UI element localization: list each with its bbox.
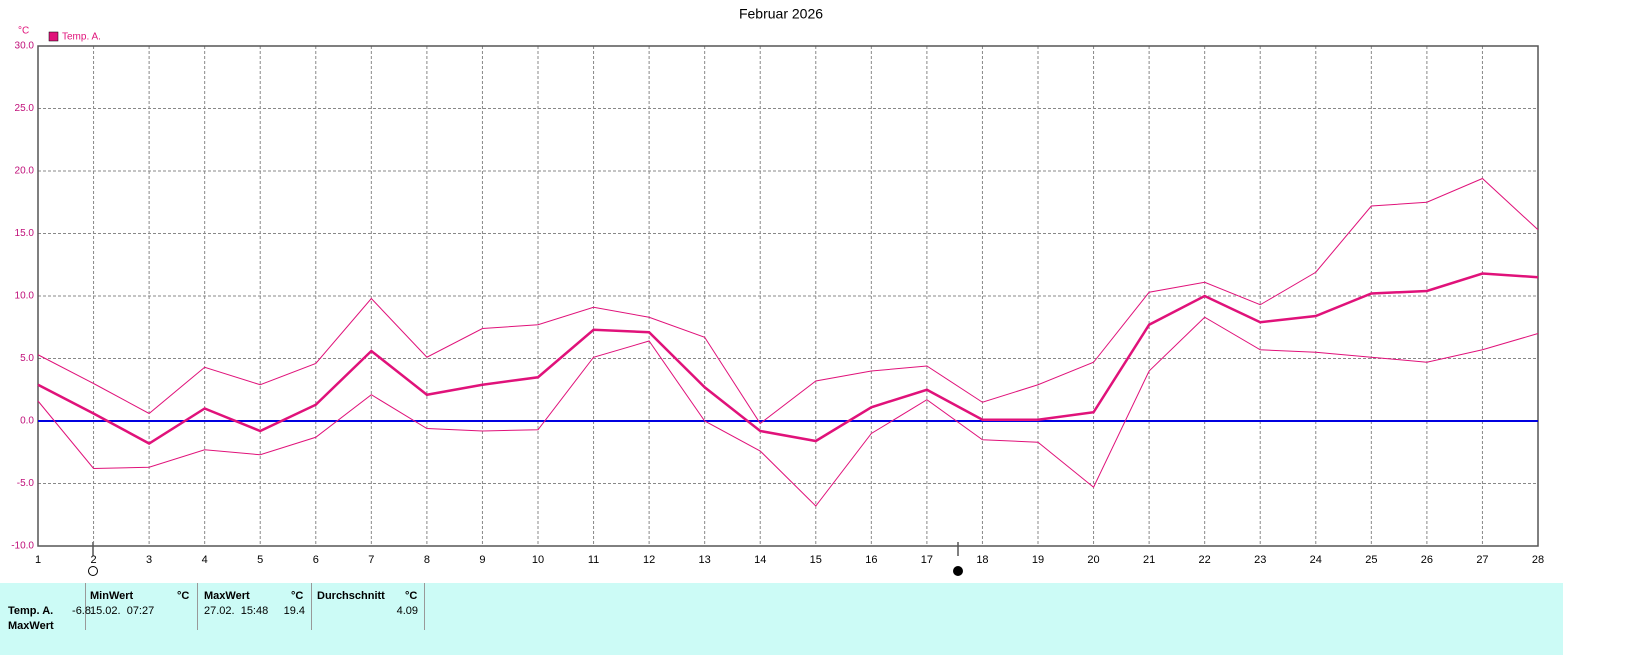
temp-line xyxy=(37,316,1539,507)
cell: 27.02. 15:48 xyxy=(204,605,269,617)
row-label: Temp. A. xyxy=(8,605,54,617)
x-tick-label: 25 xyxy=(1365,554,1377,566)
x-tick-label: 19 xyxy=(1032,554,1044,566)
chart: Februar 2026 °C Temp. A. -10.0 -5.0 0.0 5.0… xyxy=(11,6,1544,576)
x-tick-label: 7 xyxy=(368,554,374,566)
x-tick-label: 4 xyxy=(202,554,208,566)
cell: 19.4 xyxy=(283,605,305,617)
x-tick-label: 23 xyxy=(1254,554,1266,566)
y-tick-label: -5.0 xyxy=(17,478,35,489)
header: MaxWert xyxy=(204,590,250,602)
col-border xyxy=(85,583,86,630)
y-tick-label: 5.0 xyxy=(20,353,34,364)
x-tick-label: 13 xyxy=(699,554,711,566)
y-tick-label: 0.0 xyxy=(20,416,34,427)
stats-table: MinWert °C MaxWert °C Durchschnitt °C Te… xyxy=(0,583,1563,655)
x-tick-label: 16 xyxy=(865,554,877,566)
col-border xyxy=(311,583,312,630)
y-tick-label: 15.0 xyxy=(15,228,35,239)
header: °C xyxy=(291,590,304,602)
x-tick-label: 6 xyxy=(313,554,319,566)
header: °C xyxy=(405,590,418,602)
y-tick-label: 30.0 xyxy=(15,41,35,52)
header: Durchschnitt xyxy=(317,590,385,602)
y-tick-label: 20.0 xyxy=(15,166,35,177)
x-tick-label: 24 xyxy=(1310,554,1322,566)
col-border xyxy=(197,583,198,630)
x-tick-label: 20 xyxy=(1087,554,1099,566)
x-tick-label: 21 xyxy=(1143,554,1155,566)
cell: -6.8 xyxy=(72,605,91,617)
temp-line xyxy=(37,272,1539,445)
legend-swatch xyxy=(48,31,59,42)
temp-line xyxy=(37,177,1539,425)
x-tick-label: 15 xyxy=(810,554,822,566)
header: °C xyxy=(177,590,190,602)
x-tick-label: 27 xyxy=(1476,554,1488,566)
cell: 15.02. 07:27 xyxy=(90,605,155,617)
x-tick-label: 18 xyxy=(976,554,988,566)
x-tick-label: 11 xyxy=(588,554,599,566)
x-tick-label: 3 xyxy=(146,554,152,566)
col-border xyxy=(424,583,425,630)
y-tick-label: -10.0 xyxy=(11,541,34,552)
y-tick-label: 10.0 xyxy=(15,291,35,302)
legend-label: Temp. A. xyxy=(62,32,101,43)
chart-title: Februar 2026 xyxy=(739,6,823,22)
row-label: MaxWert xyxy=(8,620,54,632)
x-tick-label: 14 xyxy=(754,554,766,566)
cell: 4.09 xyxy=(396,605,418,617)
x-tick-label: 28 xyxy=(1532,554,1544,566)
full-moon xyxy=(88,566,98,576)
y-tick-label: 25.0 xyxy=(15,103,35,114)
y-axis-label: °C xyxy=(18,26,29,37)
new-moon xyxy=(953,566,963,576)
x-tick-label: 26 xyxy=(1421,554,1433,566)
x-tick-label: 8 xyxy=(424,554,430,566)
header: MinWert xyxy=(90,590,134,602)
x-tick-label: 17 xyxy=(921,554,933,566)
x-tick-label: 9 xyxy=(479,554,485,566)
x-tick-label: 5 xyxy=(257,554,263,566)
x-tick-label: 22 xyxy=(1199,554,1211,566)
plot-border xyxy=(37,45,1539,547)
x-tick-label: 2 xyxy=(90,554,96,566)
x-tick-label: 12 xyxy=(643,554,655,566)
x-tick-label: 1 xyxy=(35,554,41,566)
x-tick-label: 10 xyxy=(532,554,544,566)
